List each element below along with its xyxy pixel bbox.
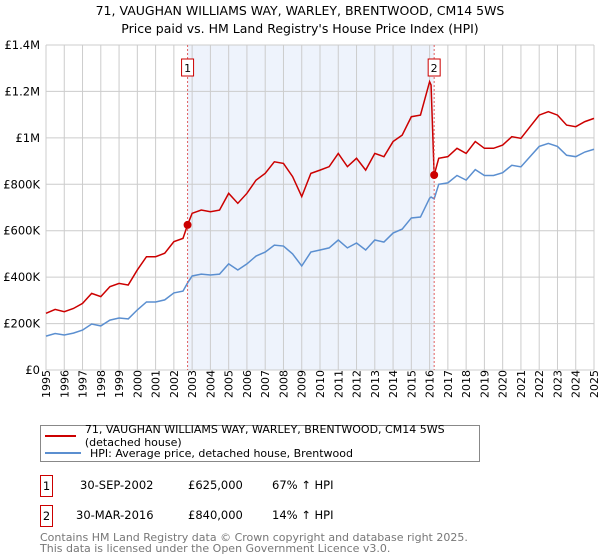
- x-tick-label: 2007: [259, 370, 272, 398]
- x-tick-label: 2002: [168, 370, 181, 398]
- chart-title: 71, VAUGHAN WILLIAMS WAY, WARLEY, BRENTW…: [95, 3, 505, 18]
- sale-label: 1: [184, 62, 191, 75]
- x-tick-label: 2018: [460, 370, 473, 398]
- x-tick-label: 2003: [186, 370, 199, 398]
- x-tick-label: 2005: [223, 370, 236, 398]
- legend-item-hpi: HPI: Average price, detached house, Bren…: [45, 445, 353, 461]
- sale-point: [430, 171, 439, 179]
- legend-item-property: 71, VAUGHAN WILLIAMS WAY, WARLEY, BRENTW…: [45, 423, 479, 449]
- footer-licence: This data is licensed under the Open Gov…: [40, 542, 391, 555]
- x-tick-label: 2022: [533, 370, 546, 398]
- footer-copyright: Contains HM Land Registry data © Crown c…: [40, 531, 468, 544]
- x-tick-label: 2016: [424, 370, 437, 398]
- property-price-line: [45, 79, 595, 315]
- x-tick-label: 2000: [131, 370, 144, 398]
- sale-date: 30-MAR-2016: [76, 508, 154, 522]
- x-tick-label: 1996: [58, 370, 71, 398]
- x-tick-label: 2012: [351, 370, 364, 398]
- x-tick-label: 1999: [113, 370, 126, 398]
- sale-point: [183, 220, 192, 229]
- x-tick-label: 2025: [588, 370, 600, 398]
- x-tick-label: 2014: [387, 370, 400, 398]
- x-tick-label: 2009: [296, 370, 309, 398]
- sale-number-badge: 2: [40, 505, 53, 527]
- sale-row-2: 2 30-MAR-2016 £840,000 14% ↑ HPI: [40, 505, 600, 527]
- x-tick-label: 1998: [95, 370, 108, 398]
- x-tick-label: 2023: [551, 370, 564, 398]
- x-tick-label: 1997: [77, 370, 90, 398]
- x-tick-label: 2019: [478, 370, 491, 398]
- y-tick-label: £600K: [3, 224, 40, 238]
- x-tick-label: 2004: [204, 370, 217, 398]
- y-tick-label: £800K: [3, 177, 40, 191]
- y-tick-label: £400K: [3, 270, 40, 284]
- y-tick-label: £0: [25, 363, 40, 377]
- x-tick-label: 1995: [40, 370, 53, 398]
- x-tick-label: 2020: [497, 370, 510, 398]
- legend-swatch-hpi: [45, 452, 81, 454]
- legend-label: HPI: Average price, detached house, Bren…: [90, 446, 353, 460]
- price-chart: 1995 1996 1997 1998 1999 2000 2001 2002 2003 2004…: [3, 38, 600, 398]
- sale-hpi-diff: 14% ↑ HPI: [272, 508, 334, 522]
- x-tick-label: 2024: [570, 370, 583, 398]
- x-tick-label: 2013: [369, 370, 382, 398]
- x-tick-label: 2017: [442, 370, 455, 398]
- legend-label: 71, VAUGHAN WILLIAMS WAY, WARLEY, BRENTW…: [84, 423, 445, 449]
- x-tick-label: 2021: [515, 370, 528, 398]
- sale-label: 2: [431, 62, 438, 75]
- legend: 71, VAUGHAN WILLIAMS WAY, WARLEY, BRENTW…: [40, 423, 480, 462]
- shaded-region: [187, 45, 435, 370]
- x-tick-label: 2011: [332, 370, 345, 398]
- y-tick-label: £1.2M: [4, 84, 40, 98]
- x-tick-label: 2008: [277, 370, 290, 398]
- legend-swatch-property: [45, 435, 76, 437]
- y-tick-label: £1.4M: [4, 38, 40, 52]
- sale-hpi-diff: 67% ↑ HPI: [272, 478, 334, 492]
- y-tick-label: £1M: [15, 131, 40, 145]
- sale-label-box: [181, 58, 195, 77]
- sale-date: 30-SEP-2002: [80, 478, 154, 492]
- sale-price: £840,000: [188, 508, 243, 522]
- x-tick-label: 2001: [150, 370, 163, 398]
- chart-subtitle: Price paid vs. HM Land Registry's House …: [121, 21, 479, 36]
- sale-price: £625,000: [188, 478, 243, 492]
- x-tick-label: 2010: [314, 370, 327, 398]
- y-tick-label: £200K: [3, 317, 40, 331]
- x-tick-label: 2006: [241, 370, 254, 398]
- sale-number-badge: 1: [40, 475, 53, 497]
- sale-label-box: [427, 58, 441, 77]
- hpi-line: [45, 142, 595, 337]
- x-tick-label: 2015: [405, 370, 418, 398]
- sale-row-1: 1 30-SEP-2002 £625,000 67% ↑ HPI: [40, 475, 600, 497]
